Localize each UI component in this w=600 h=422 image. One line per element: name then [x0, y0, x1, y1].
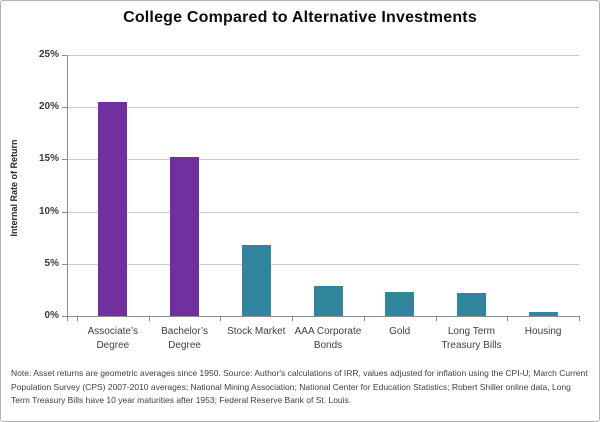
x-tick-2 — [220, 317, 222, 321]
x-tick-0 — [77, 317, 78, 321]
x-tick-7 — [579, 317, 580, 321]
y-axis-title: Internal Rate of Return — [9, 139, 19, 237]
x-tick-1 — [148, 317, 150, 321]
y-tick-label-10%: 10% — [38, 205, 59, 217]
category-label-associate-s-degree: Associate’s Degree — [87, 326, 139, 351]
bar-gold — [385, 291, 415, 316]
y-tick-label-5%: 5% — [44, 257, 59, 269]
category-label-bachelor-s-degree: Bachelor’s Degree — [161, 326, 208, 351]
x-tick-5 — [435, 317, 437, 321]
bar-aaa-corporate-bonds — [313, 285, 343, 316]
bar-stock-market — [241, 245, 271, 316]
y-tick-10% — [62, 211, 67, 213]
x-tick-6 — [507, 317, 509, 321]
y-tick-15% — [62, 159, 67, 161]
x-tick-4 — [363, 317, 365, 321]
y-axis-line — [67, 55, 68, 316]
gridline-15% — [67, 159, 579, 161]
y-tick-label-0%: 0% — [44, 310, 59, 321]
y-tick-5% — [62, 263, 67, 265]
category-label-housing: Housing — [524, 326, 562, 337]
y-tick-label-20%: 20% — [38, 101, 59, 113]
bar-associate-s-degree — [98, 101, 128, 316]
category-label-aaa-corporate-bonds: AAA Corporate Bonds — [294, 326, 362, 351]
y-tick-25% — [62, 55, 67, 56]
bar-housing — [528, 311, 558, 316]
gridline-5% — [67, 263, 579, 265]
category-label-gold: Gold — [389, 326, 411, 337]
x-tick-3 — [292, 317, 294, 321]
x-tick-origin — [67, 317, 68, 321]
gridline-10% — [67, 211, 579, 213]
category-label-long-term-treasury-bills: Long Term Treasury Bills — [441, 326, 502, 351]
gridline-25% — [67, 55, 579, 56]
chart-title: College Compared to Alternative Investme… — [123, 9, 477, 26]
y-tick-20% — [62, 107, 67, 109]
bar-long-term-treasury-bills — [456, 293, 486, 316]
y-tick-0% — [62, 316, 67, 317]
y-tick-label-25%: 25% — [38, 49, 59, 60]
source-note: Note: Asset returns are geometric averag… — [11, 368, 588, 406]
bar-bachelor-s-degree — [170, 157, 200, 316]
gridline-20% — [67, 107, 579, 109]
category-label-stock-market: Stock Market — [227, 326, 286, 337]
y-tick-label-15%: 15% — [38, 153, 59, 165]
x-axis-line — [67, 316, 580, 317]
